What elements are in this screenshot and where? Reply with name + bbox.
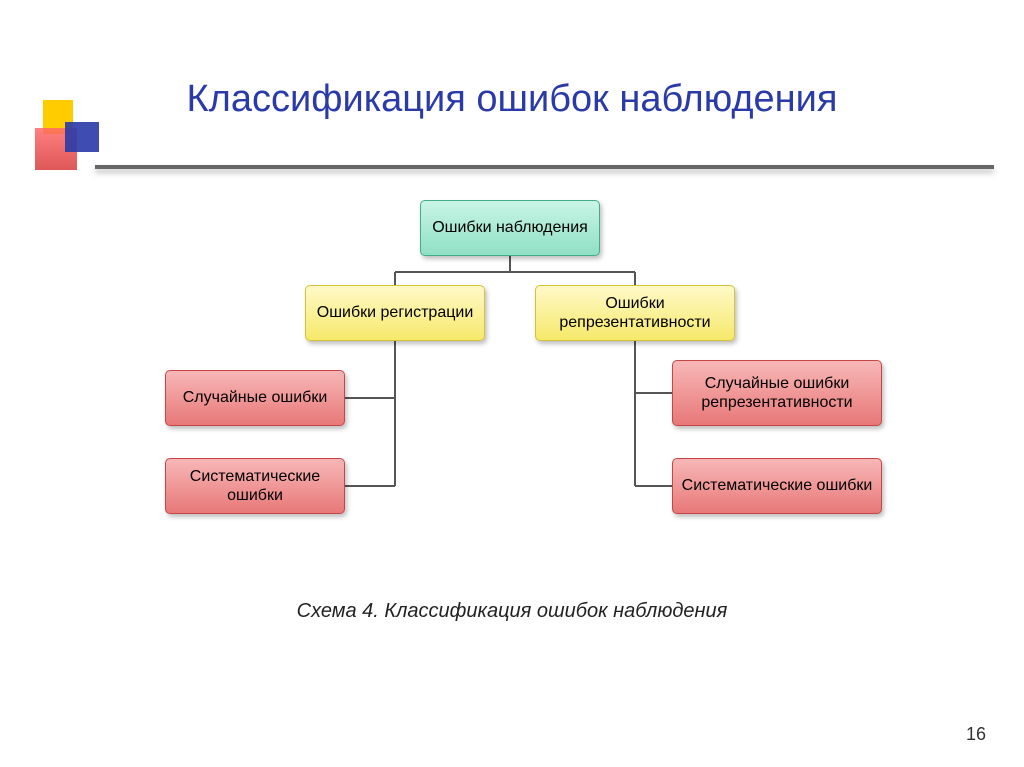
org-diagram: Ошибки наблюдения Ошибки регистрации Ошибк…: [0, 200, 1024, 600]
node-repr: Ошибки репрезентативности: [535, 285, 735, 341]
node-sys1: Систематические ошибки: [165, 458, 345, 514]
logo-square-blue: [65, 122, 99, 152]
slide: Классификация ошибок наблюдения Ошибки н…: [0, 0, 1024, 767]
node-rand1: Случайные ошибки: [165, 370, 345, 426]
node-reg: Ошибки регистрации: [305, 285, 485, 341]
caption-prefix: Схема 4.: [297, 600, 379, 622]
caption-text: Классификация ошибок наблюдения: [379, 600, 728, 622]
node-rand2: Случайные ошибки репрезентативности: [672, 360, 882, 426]
divider: [95, 165, 994, 169]
caption: Схема 4. Классификация ошибок наблюдения: [0, 600, 1024, 623]
node-root: Ошибки наблюдения: [420, 200, 600, 256]
page-number: 16: [966, 724, 986, 745]
node-sys2: Систематические ошибки: [672, 458, 882, 514]
slide-title: Классификация ошибок наблюдения: [0, 78, 1024, 121]
